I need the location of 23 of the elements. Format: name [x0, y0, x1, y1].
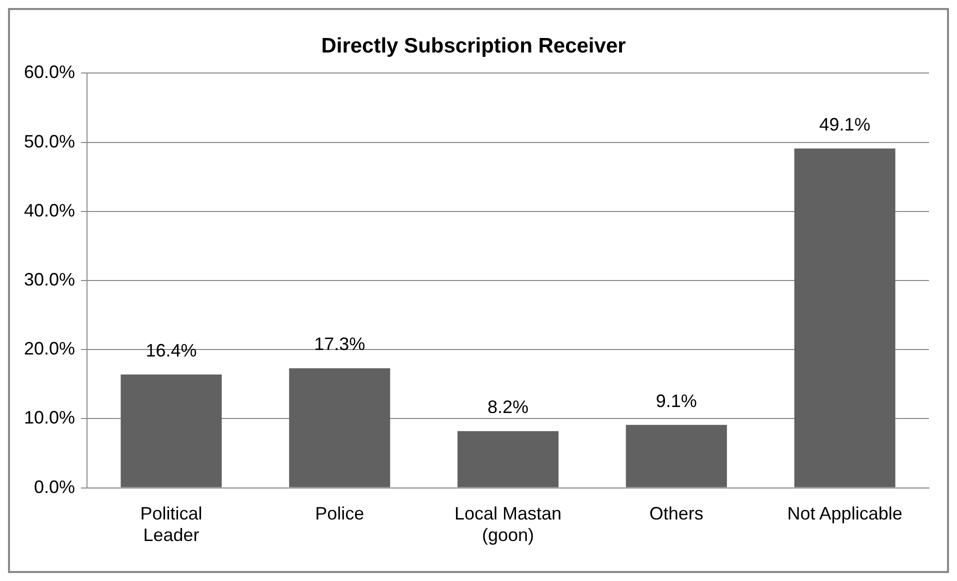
data-label: 16.4% — [146, 340, 197, 360]
data-label: 8.2% — [488, 397, 529, 418]
x-tick-label: Political Leader — [140, 504, 202, 546]
y-tick-label: 0.0% — [34, 476, 76, 497]
bar — [794, 148, 896, 488]
y-tick-label: 10.0% — [24, 408, 76, 428]
data-label: 9.1% — [656, 390, 697, 411]
y-tick-label: 40.0% — [24, 200, 76, 220]
x-tick-label: Not Applicable — [787, 504, 902, 524]
y-tick-label: 50.0% — [24, 131, 76, 152]
data-label: 17.3% — [314, 334, 366, 354]
bar — [289, 368, 390, 488]
x-tick-label: Others — [649, 504, 704, 524]
bar — [120, 374, 222, 488]
bar — [458, 431, 559, 488]
y-tick-label: 20.0% — [24, 338, 76, 359]
y-tick-label: 60.0% — [24, 62, 76, 82]
y-tick-label: 30.0% — [24, 269, 76, 290]
x-tick-label: Local Mastan (goon) — [454, 504, 562, 546]
x-tick-label: Police — [315, 504, 364, 524]
bar — [626, 424, 727, 488]
chart-title: Directly Subscription Receiver — [321, 34, 626, 58]
data-label: 49.1% — [819, 114, 870, 134]
